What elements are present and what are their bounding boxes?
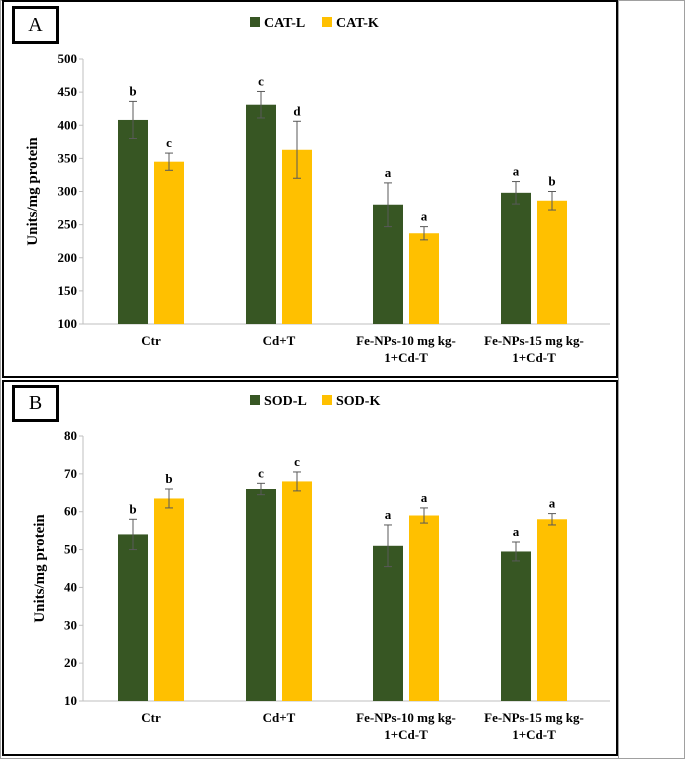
column-divider [618,0,619,759]
chart-b-y-tick-label: 40 [64,579,77,594]
chart-a-significance-label: d [293,103,301,118]
chart-a-bar-cat-l [246,104,276,325]
chart-a-category-label: 1+Cd-T [512,350,556,365]
chart-b-bar-sod-k [154,498,184,701]
chart-b-significance-label: a [549,496,556,511]
chart-b-bar-sod-l [501,551,531,701]
chart-b-category-label: Fe-NPs-10 mg kg- [356,710,456,725]
chart-b-legend-label: SOD-L [264,394,307,409]
panel-a [2,0,618,378]
chart-b-y-tick-label: 80 [64,428,77,443]
chart-a-bar-cat-k [537,200,567,324]
chart-a-y-tick-label: 200 [58,250,78,265]
chart-b-category-label: 1+Cd-T [384,727,428,742]
chart-a-bar-cat-k [282,149,312,324]
chart-a-significance-label: a [513,164,520,179]
chart-b-bar-sod-l [246,489,276,701]
chart-b-y-tick-label: 60 [64,504,77,519]
panel-a-letter: A [12,6,59,44]
chart-a-y-tick-label: 100 [58,316,78,331]
chart-a-y-tick-label: 150 [58,283,78,298]
chart-a-bar-cat-l [501,192,531,324]
chart-b-bar-sod-k [537,519,567,701]
chart-b-significance-label: a [385,507,392,522]
chart-a-y-tick-label: 500 [58,51,78,66]
chart-a-bar-cat-k [409,233,439,324]
chart-b-y-tick-label: 30 [64,617,77,632]
chart-a-legend-label: CAT-K [336,16,379,31]
chart-a-category-label: Fe-NPs-10 mg kg- [356,333,456,348]
chart-a-significance-label: c [166,135,172,150]
chart-a-bar-cat-l [118,119,148,324]
chart-a-significance-label: a [385,165,392,180]
chart-b-significance-label: b [165,471,172,486]
chart-b-bar-sod-k [409,515,439,701]
chart-b-y-tick-label: 50 [64,542,77,557]
panel-b [2,380,618,756]
chart-a-significance-label: b [548,174,555,189]
chart-a-y-tick-label: 400 [58,117,78,132]
chart-a-category-label: Fe-NPs-15 mg kg- [484,333,584,348]
panel-b-letter: B [12,385,59,422]
chart-a-y-tick-label: 450 [58,84,78,99]
chart-a-legend-swatch [322,17,332,27]
chart-a-significance-label: c [258,73,264,88]
chart-b-category-label: Fe-NPs-15 mg kg- [484,710,584,725]
chart-a-category-label: 1+Cd-T [384,350,428,365]
chart-b-category-label: Cd+T [263,710,296,725]
chart-b-bar-sod-l [373,545,403,701]
chart-b-y-tick-label: 10 [64,693,77,708]
chart-a-y-tick-label: 300 [58,184,78,199]
chart-b-significance-label: c [258,465,264,480]
chart-a-category-label: Cd+T [263,333,296,348]
chart-b-bar-sod-k [282,481,312,701]
chart-b-significance-label: c [294,454,300,469]
chart-b-y-axis-label: Units/mg protein [32,514,48,623]
chart-b-category-label: Ctr [141,710,161,725]
chart-b-category-label: 1+Cd-T [512,727,556,742]
chart-b-legend-swatch [250,395,260,405]
chart-b-significance-label: a [421,490,428,505]
chart-a-significance-label: b [129,83,136,98]
chart-b-y-tick-label: 70 [64,466,77,481]
chart-a-y-tick-label: 250 [58,217,78,232]
chart-b-significance-label: a [513,524,520,539]
chart-a-significance-label: a [421,209,428,224]
chart-a-bar-cat-k [154,161,184,324]
chart-a-legend-label: CAT-L [264,16,305,31]
chart-a-y-axis-label: Units/mg protein [25,137,41,246]
chart-b-bar-sod-l [118,534,148,701]
chart-b-y-tick-label: 20 [64,655,77,670]
chart-a-y-tick-label: 350 [58,150,78,165]
chart-b-legend-swatch [322,395,332,405]
chart-b-legend-label: SOD-K [336,394,380,409]
chart-a-category-label: Ctr [141,333,161,348]
chart-a-legend-swatch [250,17,260,27]
chart-b-significance-label: b [129,501,136,516]
